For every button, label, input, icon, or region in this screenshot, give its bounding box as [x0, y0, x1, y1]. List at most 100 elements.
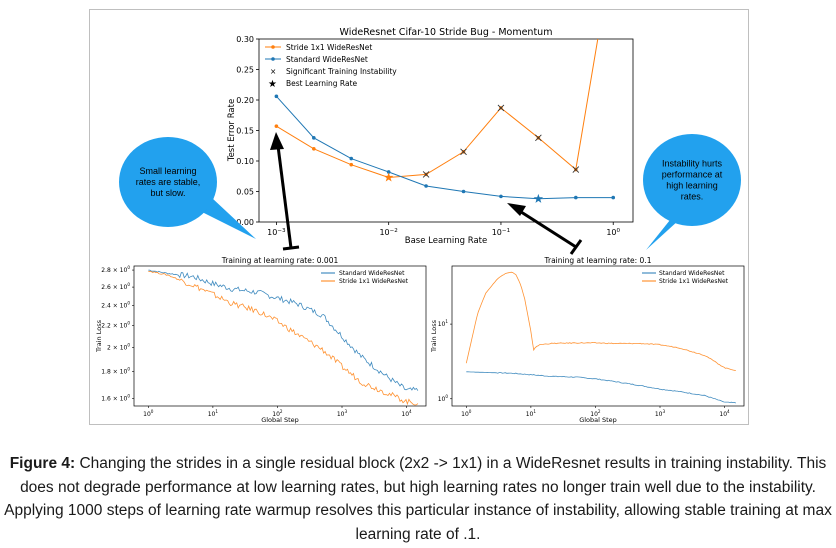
sub-left-x-tick-label: 104: [401, 409, 412, 418]
left-arrow-tbar: [282, 245, 300, 251]
legend-label-stride: Stride 1x1 WideResNet: [286, 43, 372, 52]
right-speech-bubble: Instability hurts performance at high lear…: [643, 134, 741, 250]
main-y-tick-label: 0.00: [236, 218, 254, 227]
main-series-point-1: [461, 189, 466, 194]
left-bubble-text: Small learning rates are stable, but slow.: [136, 166, 201, 198]
legend-label-best: Best Learning Rate: [286, 79, 358, 88]
main-series-point-0: [349, 162, 354, 167]
sub-right-x-ticks: 100 101 102 103 104: [461, 406, 730, 418]
sub-left-x-tick-label: 102: [272, 409, 283, 418]
main-series: [274, 39, 616, 201]
main-y-tick-label: 0.30: [236, 35, 254, 44]
figure-caption: Figure 4: Changing the strides in a sing…: [0, 452, 836, 546]
sub-right-legend: Standard WideResNet Stride 1x1 WideResNe…: [642, 270, 729, 285]
legend-dot-stride: [271, 45, 275, 49]
sub-left-x-label: Global Step: [261, 416, 299, 424]
caption-label: Figure 4:: [9, 455, 76, 472]
instability-marker: [422, 171, 430, 178]
sub-right-y-ticks: 101 100: [438, 319, 452, 403]
left-bubble-body: [119, 137, 217, 227]
main-series-point-1: [424, 184, 428, 188]
best-lr-star: [383, 172, 394, 182]
main-x-tick-label: 10−3: [267, 228, 286, 237]
sub-left-legend-label-standard: Standard WideResNet: [339, 270, 405, 277]
main-x-tick-label: 10−2: [379, 228, 397, 237]
main-x-ticks: 10−3 10−2 10−1 100: [267, 222, 621, 237]
sub-right-series: [465, 271, 737, 404]
main-series-point-1: [574, 195, 578, 200]
sub-right-title: Training at learning rate: 0.1: [544, 256, 652, 265]
sub-right-x-tick-label: 100: [461, 409, 472, 418]
main-series-point-1: [312, 136, 316, 140]
main-series-point-0: [274, 124, 279, 129]
sub-right-series-line-0: [466, 371, 737, 404]
right-arrow-shaft: [517, 208, 577, 249]
sub-right-legend-label-standard: Standard WideResNet: [659, 270, 725, 277]
caption-text: Changing the strides in a single residua…: [4, 455, 832, 543]
sub-right-series-line-1: [465, 271, 736, 371]
sub-right-x-tick-label: 102: [590, 409, 601, 418]
sub-left-series-line-0: [148, 269, 419, 391]
sub-right-x-tick-label: 101: [526, 409, 537, 418]
main-legend: Stride 1x1 WideResNet Standard WideResNe…: [265, 43, 397, 90]
instability-marker: [497, 104, 505, 112]
main-series-point-1: [499, 194, 503, 199]
sub-left-y-tick-label: 2 × 100: [107, 342, 130, 351]
left-speech-bubble: Small learning rates are stable, but slow.: [119, 137, 256, 239]
main-series-point-0: [312, 147, 316, 151]
instability-marker: [572, 166, 580, 173]
main-y-tick-label: 0.15: [236, 127, 254, 136]
sub-left-y-ticks: 2.8 × 100 2.6 × 100 2.4 × 100 2.2 × 100 2 × …: [101, 265, 134, 403]
legend-label-instability: Significant Training Instability: [286, 67, 397, 76]
sub-left-frame: [133, 265, 427, 407]
sub-left-x-tick-label: 103: [337, 409, 348, 418]
sub-right-y-label: Train Loss: [430, 319, 438, 353]
main-series-point-1: [349, 156, 354, 161]
sub-left-y-tick-label: 1.6 × 100: [101, 394, 130, 403]
main-y-tick-label: 0.20: [236, 96, 254, 105]
main-y-axis-label: Test Error Rate: [227, 99, 237, 162]
sub-right-x-tick-label: 103: [655, 409, 666, 418]
sub-chart-lr-0001: Training at learning rate: 0.001 Train L…: [95, 256, 427, 424]
legend-label-standard: Standard WideResNet: [286, 55, 368, 64]
right-bubble-text: Instability hurts performance at high lear…: [662, 159, 723, 202]
legend-star-marker: ★: [268, 79, 277, 90]
sub-right-y-tick-label: 101: [438, 319, 449, 328]
sub-right-x-tick-label: 104: [719, 409, 730, 418]
main-x-tick-label: 100: [606, 228, 620, 237]
sub-left-x-ticks: 100 101 102 103 104: [143, 406, 412, 418]
main-x-tick-label: 10−1: [492, 228, 511, 237]
right-arrow-tbar: [569, 239, 583, 255]
main-y-ticks: 0.00 0.05 0.10 0.15 0.20 0.25 0.30: [236, 35, 259, 227]
right-arrow-head: [507, 203, 526, 216]
sub-left-y-tick-label: 2.8 × 100: [101, 265, 130, 274]
sub-right-frame: [451, 265, 745, 407]
main-y-tick-label: 0.10: [236, 157, 254, 166]
figure-svg: WideResnet Cifar-10 Stride Bug - Momentu…: [95, 27, 745, 424]
sub-left-y-label: Train Loss: [95, 319, 103, 353]
instability-marker: [460, 148, 467, 156]
sub-left-y-tick-label: 2.6 × 100: [101, 282, 130, 291]
main-chart: WideResnet Cifar-10 Stride Bug - Momentu…: [227, 27, 634, 246]
sub-right-x-label: Global Step: [579, 416, 617, 424]
sub-left-y-tick-label: 1.8 × 100: [101, 367, 130, 376]
main-series-line-1: [276, 95, 614, 200]
sub-left-series-line-1: [148, 270, 419, 406]
instability-marker: [535, 134, 542, 142]
main-markers: [383, 104, 580, 203]
sub-left-title: Training at learning rate: 0.001: [221, 256, 339, 265]
main-y-tick-label: 0.25: [236, 66, 254, 75]
main-series-point-1: [274, 94, 279, 99]
sub-left-x-tick-label: 101: [208, 409, 219, 418]
main-chart-title: WideResnet Cifar-10 Stride Bug - Momentu…: [340, 27, 553, 38]
sub-left-x-tick-label: 100: [143, 409, 154, 418]
best-lr-star: [533, 193, 544, 203]
sub-right-legend-label-stride: Stride 1x1 WideResNet: [659, 278, 729, 285]
legend-dot-standard: [271, 57, 275, 61]
main-y-tick-label: 0.05: [236, 188, 254, 197]
left-arrow-shaft: [276, 145, 293, 249]
main-x-axis-label: Base Learning Rate: [405, 236, 488, 246]
left-arrow-head: [270, 132, 284, 150]
sub-left-y-tick-label: 2.4 × 100: [101, 301, 130, 310]
sub-right-y-tick-label: 100: [438, 394, 449, 403]
